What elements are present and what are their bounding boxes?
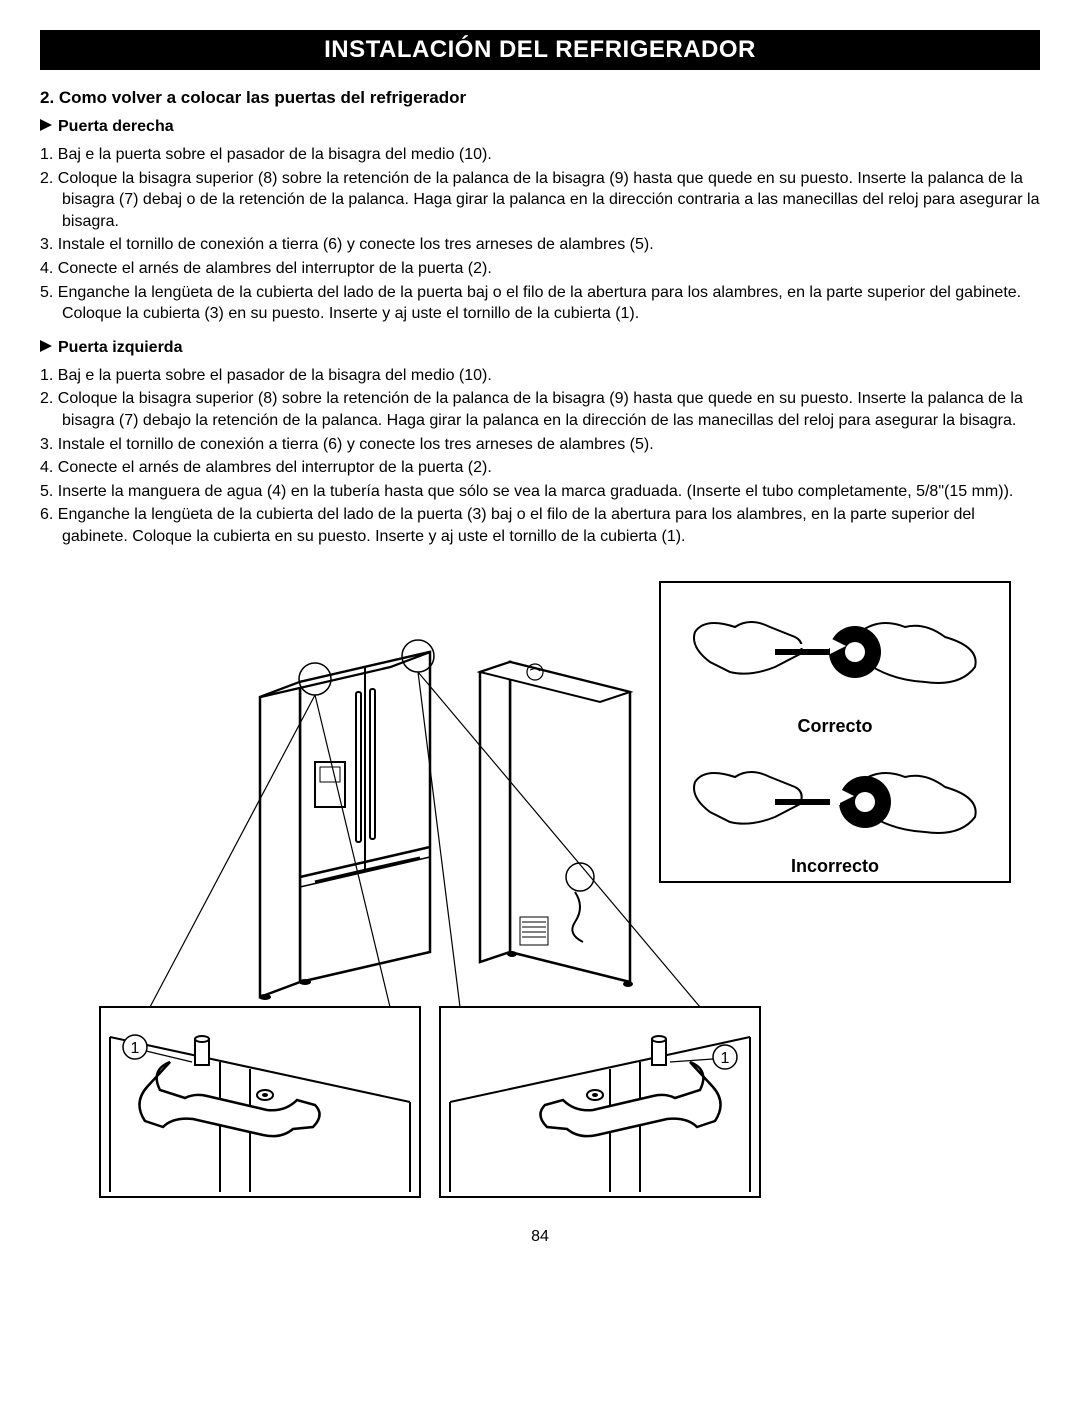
list-item: 1. Baj e la puerta sobre el pasador de l… bbox=[40, 144, 1040, 166]
list-item: 2. Coloque la bisagra superior (8) sobre… bbox=[40, 388, 1040, 431]
right-door-steps: 1. Baj e la puerta sobre el pasador de l… bbox=[40, 144, 1040, 325]
triangle-icon bbox=[40, 339, 52, 357]
fridge-front-view bbox=[259, 640, 434, 1000]
right-door-label: Puerta derecha bbox=[58, 118, 174, 136]
list-item: 4. Conecte el arnés de alambres del inte… bbox=[40, 258, 1040, 280]
page-number: 84 bbox=[40, 1228, 1040, 1246]
triangle-icon bbox=[40, 118, 52, 136]
list-item: 6. Enganche la lengüeta de la cubierta d… bbox=[40, 504, 1040, 547]
incorrect-label: Incorrecto bbox=[791, 856, 879, 876]
list-item: 1. Baj e la puerta sobre el pasador de l… bbox=[40, 365, 1040, 387]
list-item: 4. Conecte el arnés de alambres del inte… bbox=[40, 457, 1040, 479]
left-door-heading: Puerta izquierda bbox=[40, 339, 1040, 357]
list-item: 5. Inserte la manguera de agua (4) en la… bbox=[40, 481, 1040, 503]
section-heading: 2. Como volver a colocar las puertas del… bbox=[40, 88, 1040, 108]
left-door-label: Puerta izquierda bbox=[58, 339, 182, 357]
list-item: 5. Enganche la lengüeta de la cubierta d… bbox=[40, 282, 1040, 325]
tube-insertion-inset: Correcto Incorrecto bbox=[660, 582, 1010, 882]
correct-label: Correcto bbox=[797, 716, 872, 736]
title-bar: INSTALACIÓN DEL REFRIGERADOR bbox=[40, 30, 1040, 70]
callout-1-right: 1 bbox=[721, 1050, 730, 1067]
fridge-back-view bbox=[480, 662, 633, 987]
hinge-detail-left: 1 bbox=[100, 1007, 420, 1197]
list-item: 3. Instale el tornillo de conexión a tie… bbox=[40, 234, 1040, 256]
installation-diagram: Correcto Incorrecto bbox=[40, 572, 1040, 1212]
left-door-steps: 1. Baj e la puerta sobre el pasador de l… bbox=[40, 365, 1040, 548]
hinge-detail-right: 1 bbox=[440, 1007, 760, 1197]
callout-1-left: 1 bbox=[131, 1040, 140, 1057]
right-door-heading: Puerta derecha bbox=[40, 118, 1040, 136]
list-item: 2. Coloque la bisagra superior (8) sobre… bbox=[40, 168, 1040, 233]
list-item: 3. Instale el tornillo de conexión a tie… bbox=[40, 434, 1040, 456]
